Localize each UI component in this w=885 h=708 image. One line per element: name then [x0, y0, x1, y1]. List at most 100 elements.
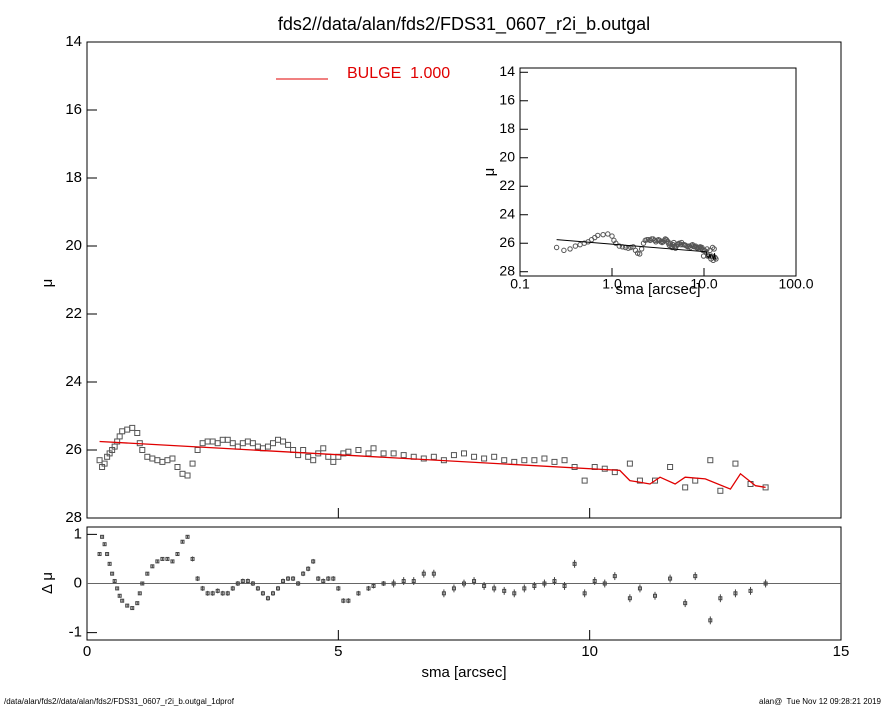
residual-point: [190, 556, 195, 561]
footer-right: alan@ Tue Nov 12 09:28:21 2019: [759, 697, 882, 706]
data-point: [561, 457, 568, 464]
data-point: [224, 436, 231, 443]
data-point: [471, 453, 478, 460]
y-tick-label: 28: [65, 509, 82, 526]
inset-data-point: [561, 247, 567, 254]
residual-point: [270, 591, 275, 596]
data-point: [209, 438, 216, 445]
data-point: [581, 477, 588, 484]
data-point: [430, 453, 437, 460]
residual-point: [326, 576, 331, 581]
residual-point: [306, 566, 311, 571]
residual-point: [110, 571, 115, 576]
inset-y-tick-label: 22: [499, 177, 515, 193]
data-point: [189, 460, 196, 467]
y-tick-label: 1: [74, 525, 82, 542]
residual-point: [346, 598, 351, 603]
inset-data-point: [711, 246, 717, 252]
x-tick-label: 5: [334, 643, 342, 660]
inset-data-point: [625, 245, 631, 251]
residual-point: [105, 552, 110, 557]
data-point: [194, 447, 201, 453]
residual-point: [693, 574, 698, 579]
data-point: [511, 458, 518, 465]
residual-point: [260, 591, 265, 596]
inset-data-point: [636, 251, 643, 257]
y-axis-label: μ: [39, 279, 56, 288]
residual-point: [107, 561, 112, 566]
residual-point: [301, 571, 306, 576]
data-point: [365, 450, 372, 457]
residual-point: [748, 588, 753, 593]
inset-y-tick-label: 26: [499, 234, 515, 250]
inset-data-point: [613, 240, 619, 246]
x-tick-label: 15: [833, 643, 850, 660]
inset-data-point: [572, 243, 579, 249]
residual-point: [102, 542, 107, 547]
residual-point: [708, 618, 713, 623]
chart-title: fds2//data/alan/fds2/FDS31_0607_r2i_b.ou…: [278, 14, 650, 35]
data-point: [244, 438, 251, 445]
residual-point: [250, 581, 255, 586]
residual-point: [627, 596, 632, 601]
footer-left: /data/alan/fds2//data/alan/fds2/FDS31_06…: [4, 697, 235, 706]
x-tick-label: 0: [83, 643, 91, 660]
data-point: [116, 433, 123, 440]
inset-x-tick-label: 0.1: [510, 276, 530, 292]
data-point: [310, 457, 317, 464]
data-point: [159, 458, 166, 465]
residual-point: [482, 583, 487, 588]
residual-point: [542, 581, 547, 586]
data-point: [119, 428, 126, 435]
inset-data-point: [609, 233, 615, 239]
residual-point: [165, 556, 170, 561]
data-point: [234, 443, 241, 450]
data-point: [601, 465, 608, 472]
data-point: [501, 457, 508, 464]
data-point: [652, 477, 659, 484]
inset-y-tick-label: 16: [499, 91, 515, 107]
data-point: [101, 460, 108, 467]
residual-point: [125, 603, 130, 608]
residual-point: [281, 579, 286, 584]
data-point: [400, 452, 407, 459]
data-point: [325, 453, 332, 460]
legend-label: BULGE 1.000: [347, 65, 450, 82]
model-line: [99, 440, 766, 490]
data-point: [285, 441, 292, 448]
residual-point: [668, 576, 673, 581]
residual-point: [421, 571, 426, 576]
residual-point: [472, 579, 477, 584]
residual-point: [431, 571, 436, 576]
data-point: [305, 453, 312, 460]
residual-point: [321, 579, 326, 584]
residual-point: [286, 576, 291, 581]
inset-data-point: [704, 246, 710, 252]
residual-point: [356, 591, 361, 596]
data-point: [450, 452, 457, 459]
inset-data-point: [638, 246, 645, 252]
y-tick-label: 16: [65, 101, 82, 118]
inset-x-label: sma [arcsec]: [615, 281, 700, 298]
residual-point: [522, 586, 527, 591]
residual-point: [235, 581, 240, 586]
residual-point: [245, 579, 250, 584]
inset-y-label: μ: [481, 168, 498, 177]
data-point: [144, 453, 151, 460]
residual-point: [733, 591, 738, 596]
data-point: [275, 436, 282, 443]
inset-x-tick-label: 10.0: [690, 276, 717, 292]
data-point: [154, 457, 161, 464]
residual-point: [175, 552, 180, 557]
inset-y-tick-label: 20: [499, 148, 515, 164]
inset-data-point: [605, 231, 611, 237]
residual-point: [100, 534, 105, 539]
y-tick-label: -1: [69, 624, 82, 641]
residual-point: [97, 552, 102, 557]
residual-point: [391, 581, 396, 586]
data-point: [219, 436, 226, 443]
residual-point: [240, 579, 245, 584]
residual-point: [311, 559, 316, 564]
